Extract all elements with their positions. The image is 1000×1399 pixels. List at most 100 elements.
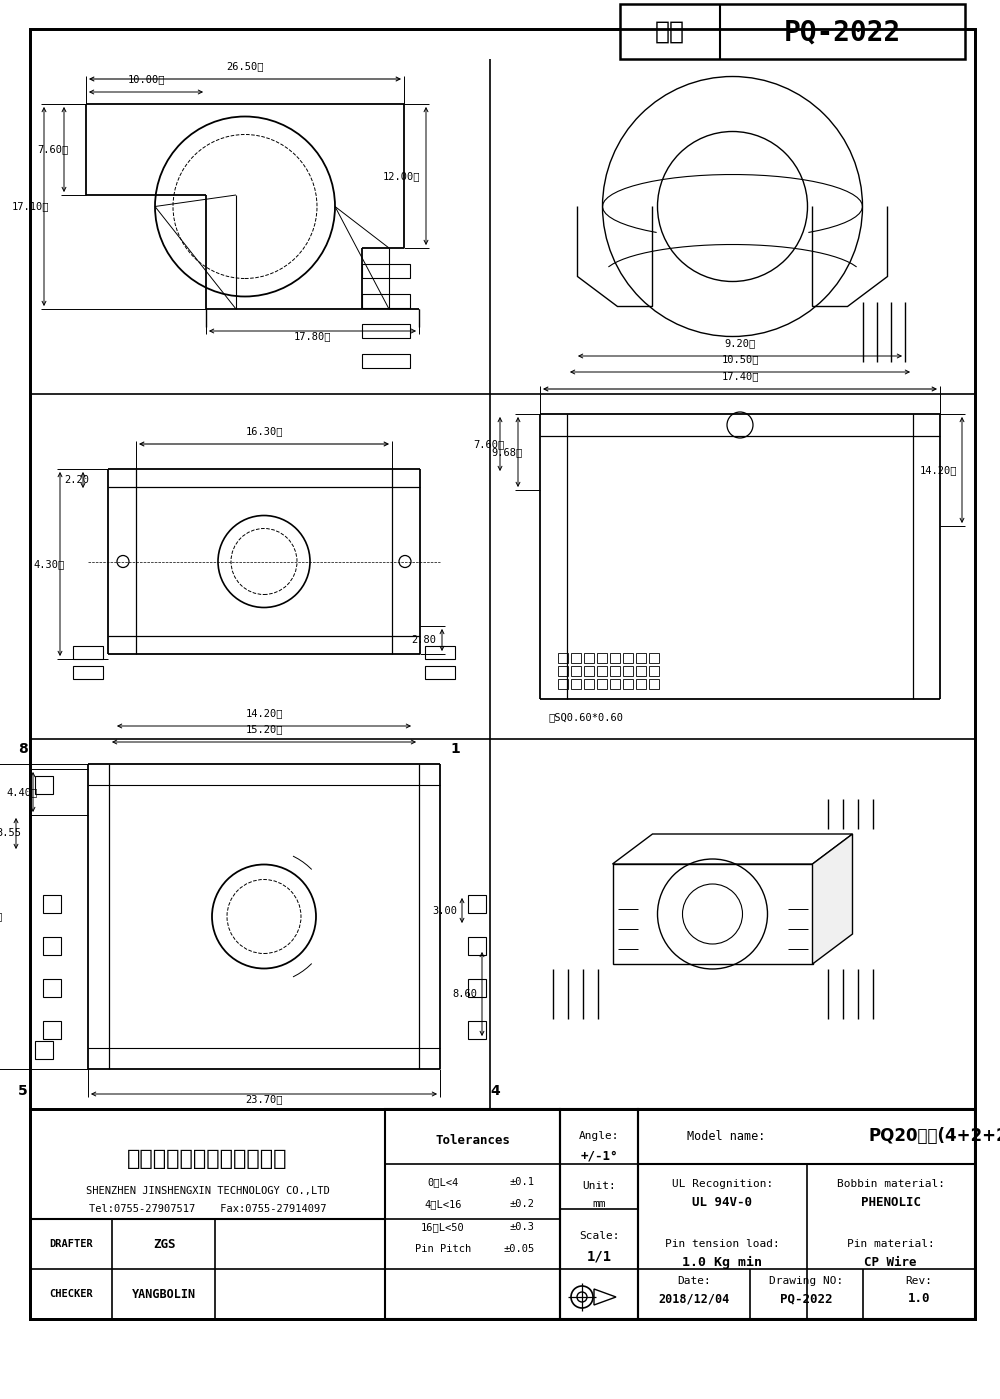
Bar	[425, 666, 455, 679]
Bar	[35, 776, 53, 795]
Text: ±0.1: ±0.1	[510, 1177, 535, 1186]
Text: 7.60Ⓒ: 7.60Ⓒ	[38, 144, 69, 154]
Text: DRAFTER: DRAFTER	[49, 1240, 93, 1249]
Text: 8.60: 8.60	[452, 989, 477, 999]
Text: 5: 5	[18, 1084, 28, 1098]
Text: Model name:: Model name:	[687, 1129, 765, 1143]
Bar	[649, 679, 659, 688]
Text: SHENZHEN JINSHENGXIN TECHNOLOGY CO.,LTD: SHENZHEN JINSHENGXIN TECHNOLOGY CO.,LTD	[86, 1186, 329, 1196]
Bar	[636, 666, 646, 676]
Bar	[558, 666, 568, 676]
Bar	[425, 646, 455, 659]
Bar	[571, 653, 581, 663]
Polygon shape	[812, 834, 852, 964]
Bar	[362, 325, 410, 339]
Bar	[636, 653, 646, 663]
Bar	[468, 979, 486, 997]
Bar	[610, 653, 620, 663]
Text: 26.50①: 26.50①	[226, 62, 264, 71]
Bar	[597, 653, 607, 663]
Bar	[584, 653, 594, 663]
Text: ZGS: ZGS	[153, 1238, 175, 1251]
Text: mm: mm	[592, 1199, 606, 1209]
Bar	[623, 679, 633, 688]
Text: 1: 1	[450, 741, 460, 755]
Text: 8: 8	[18, 741, 28, 755]
Text: ±0.2: ±0.2	[510, 1199, 535, 1209]
Text: 16.30ⓖ: 16.30ⓖ	[245, 427, 283, 436]
Text: ⓍSQ0.60*0.60: ⓍSQ0.60*0.60	[548, 712, 623, 722]
Text: UL Recognition:: UL Recognition:	[672, 1179, 773, 1189]
Text: Pin Pitch: Pin Pitch	[415, 1244, 471, 1254]
Text: Rev:: Rev:	[905, 1276, 932, 1286]
Bar	[558, 653, 568, 663]
Text: 4.40Ⓣ: 4.40Ⓣ	[7, 788, 38, 797]
Bar	[43, 979, 61, 997]
Bar	[623, 666, 633, 676]
Text: 14.20Ⓟ: 14.20Ⓟ	[920, 464, 957, 476]
Text: 2.20: 2.20	[64, 476, 89, 485]
Bar	[610, 679, 620, 688]
Bar	[30, 1109, 975, 1319]
Text: 17.40Ⓚ: 17.40Ⓚ	[721, 371, 759, 381]
Text: +/-1°: +/-1°	[580, 1150, 618, 1163]
Text: PQ-2022: PQ-2022	[780, 1293, 833, 1305]
Text: Date:: Date:	[677, 1276, 711, 1286]
Text: 4.30ⓘ: 4.30ⓘ	[34, 560, 65, 569]
Text: CHECKER: CHECKER	[49, 1288, 93, 1300]
Text: 4.00Ⓥ: 4.00Ⓥ	[0, 912, 3, 922]
Text: 2.80: 2.80	[411, 635, 436, 645]
Text: Pin material:: Pin material:	[847, 1240, 935, 1249]
Text: 0、L<4: 0、L<4	[427, 1177, 459, 1186]
Text: 17.80Ⓑ: 17.80Ⓑ	[294, 332, 331, 341]
Text: ±0.3: ±0.3	[510, 1221, 535, 1233]
Bar	[612, 865, 812, 964]
Bar	[362, 354, 410, 368]
Bar	[649, 666, 659, 676]
Text: 12.00ⓔ: 12.00ⓔ	[382, 171, 420, 180]
Bar	[43, 937, 61, 956]
Bar	[623, 653, 633, 663]
Text: Bobbin material:: Bobbin material:	[837, 1179, 945, 1189]
Text: 10.00Ⓑ: 10.00Ⓑ	[127, 74, 165, 84]
Polygon shape	[612, 834, 852, 865]
Text: ±0.05: ±0.05	[504, 1244, 535, 1254]
Bar	[558, 679, 568, 688]
Bar	[620, 4, 965, 59]
Text: PQ-2022: PQ-2022	[783, 18, 901, 46]
Bar	[560, 1109, 638, 1319]
Text: YANGBOLIN: YANGBOLIN	[132, 1287, 196, 1301]
Text: Tel:0755-27907517    Fax:0755-27914097: Tel:0755-27907517 Fax:0755-27914097	[89, 1205, 326, 1214]
Bar	[385, 1109, 560, 1319]
Text: 9.68Ⓝ: 9.68Ⓝ	[492, 448, 523, 457]
Text: Scale:: Scale:	[579, 1231, 619, 1241]
Bar	[35, 1041, 53, 1059]
Text: 3.55: 3.55	[0, 828, 21, 838]
Bar	[468, 1021, 486, 1039]
Bar	[43, 895, 61, 914]
Bar	[468, 895, 486, 914]
Text: 1.0: 1.0	[908, 1293, 930, 1305]
Bar	[597, 679, 607, 688]
Text: CP Wire: CP Wire	[864, 1255, 917, 1269]
Bar	[584, 679, 594, 688]
Text: Tolerances: Tolerances	[435, 1135, 510, 1147]
Bar	[638, 1109, 975, 1319]
Bar	[362, 264, 410, 278]
Text: 深圳市金盛鑫科技有限公司: 深圳市金盛鑫科技有限公司	[127, 1149, 288, 1170]
Text: 10.50Ⓛ: 10.50Ⓛ	[721, 354, 759, 364]
Text: 4、L<16: 4、L<16	[424, 1199, 462, 1209]
Text: 14.20Ⓢ: 14.20Ⓢ	[245, 708, 283, 718]
Text: 7.60Ⓞ: 7.60Ⓞ	[474, 439, 505, 449]
Text: 16、L<50: 16、L<50	[421, 1221, 465, 1233]
Bar	[30, 1109, 975, 1319]
Bar	[43, 1021, 61, 1039]
Text: Angle:: Angle:	[579, 1130, 619, 1142]
Bar	[468, 937, 486, 956]
Text: 4: 4	[490, 1084, 500, 1098]
Text: 2018/12/04: 2018/12/04	[659, 1293, 730, 1305]
Text: 9.20Ⓜ: 9.20Ⓜ	[724, 339, 756, 348]
Bar	[584, 666, 594, 676]
Text: 15.20Ⓡ: 15.20Ⓡ	[245, 725, 283, 734]
Text: 1.0 Kg min: 1.0 Kg min	[682, 1255, 762, 1269]
